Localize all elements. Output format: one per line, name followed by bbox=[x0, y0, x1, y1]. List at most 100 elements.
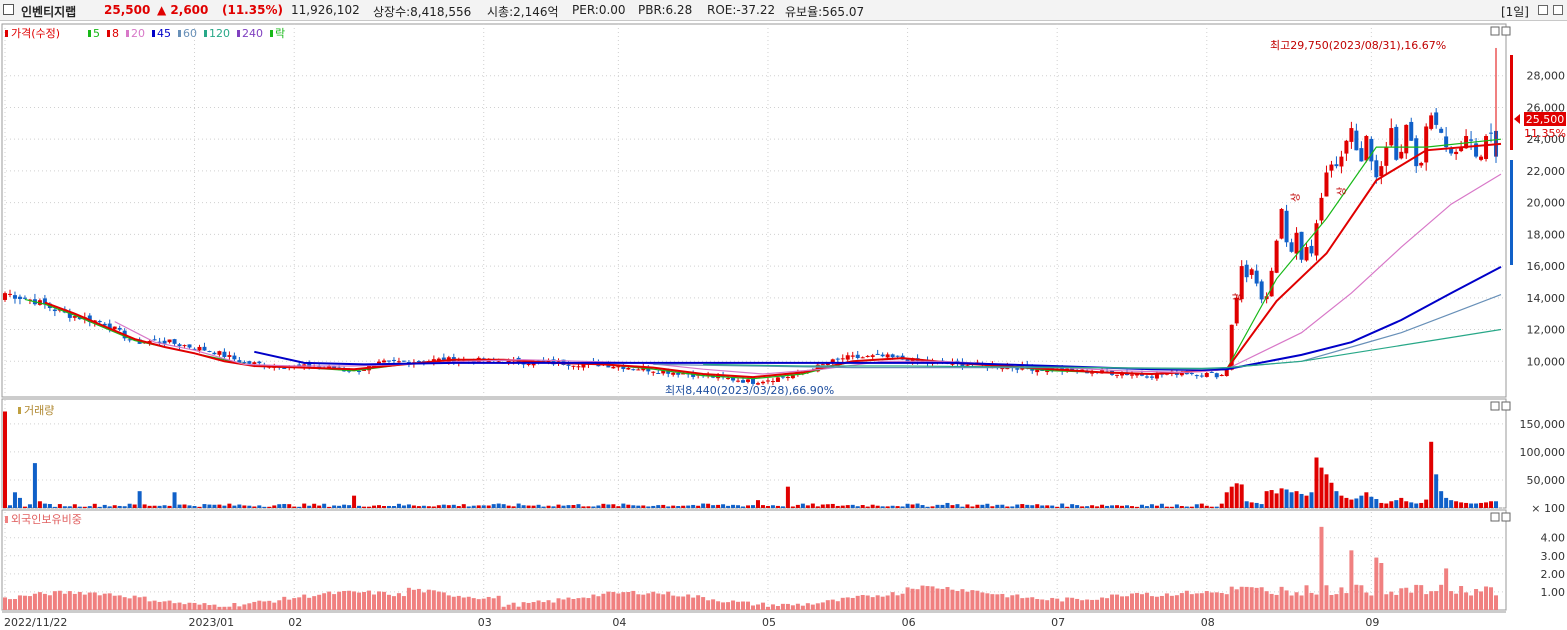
foreign-bar bbox=[42, 593, 47, 610]
foreign-bar bbox=[202, 603, 207, 610]
candle-body bbox=[1289, 242, 1294, 252]
volume-bar bbox=[327, 506, 332, 508]
candle-body bbox=[1479, 156, 1484, 160]
candle-body bbox=[546, 360, 551, 362]
foreign-bar bbox=[322, 593, 327, 610]
volume-bar bbox=[182, 504, 187, 508]
volume-bar bbox=[1110, 505, 1115, 508]
volume-bar bbox=[367, 506, 372, 508]
volume-bar bbox=[1204, 505, 1209, 508]
candle-body bbox=[357, 370, 362, 372]
candle-body bbox=[651, 371, 656, 373]
candle-body bbox=[1459, 147, 1464, 152]
volume-bar bbox=[62, 506, 67, 508]
candle-body bbox=[770, 381, 775, 383]
candle-body bbox=[656, 372, 661, 374]
volume-bar bbox=[396, 503, 401, 508]
foreign-bar bbox=[1374, 557, 1379, 610]
close-icon[interactable] bbox=[1553, 5, 1563, 15]
candle-body bbox=[865, 355, 870, 357]
foreign-bar bbox=[940, 588, 945, 610]
foreign-bar bbox=[1144, 592, 1149, 610]
foreign-bar bbox=[980, 592, 985, 610]
candle-body bbox=[1319, 197, 1324, 221]
foreign-bar bbox=[716, 601, 721, 610]
per-value: PER:0.00 bbox=[572, 3, 626, 17]
candle-body bbox=[1254, 270, 1259, 284]
foreign-bar bbox=[52, 591, 57, 610]
volume-bar bbox=[1394, 500, 1399, 508]
candle-body bbox=[566, 364, 571, 366]
volume-bar bbox=[890, 505, 895, 508]
candle-body bbox=[222, 351, 227, 357]
volume-bar bbox=[860, 505, 865, 508]
candle-body bbox=[825, 363, 830, 366]
volume-bar bbox=[372, 505, 377, 508]
foreign-bar bbox=[1129, 593, 1134, 610]
foreign-bar bbox=[975, 590, 980, 610]
volume-bar bbox=[187, 505, 192, 508]
volume-bar bbox=[701, 503, 706, 508]
candle-body bbox=[1149, 376, 1154, 378]
high-annotation: 최고29,750(2023/08/31),16.67% bbox=[1270, 39, 1446, 52]
volume-bar bbox=[1464, 502, 1469, 508]
period-selector[interactable]: [1일] bbox=[1500, 5, 1529, 19]
foreign-bar bbox=[760, 602, 765, 610]
candle-body bbox=[890, 354, 895, 358]
legend-volume: 거래량 bbox=[24, 404, 54, 417]
volume-bar bbox=[92, 503, 97, 508]
volume-bar bbox=[850, 504, 855, 508]
foreign-bar bbox=[1139, 594, 1144, 610]
volume-bar bbox=[1055, 506, 1060, 508]
foreign-bar bbox=[571, 599, 576, 610]
volume-bar bbox=[262, 506, 267, 508]
foreign-bar bbox=[431, 590, 436, 610]
candle-body bbox=[860, 357, 865, 359]
panel-close-icon bbox=[1501, 401, 1511, 411]
maximize-icon[interactable] bbox=[1538, 5, 1548, 15]
volume-bar bbox=[357, 505, 362, 508]
ma-line-60 bbox=[653, 294, 1502, 370]
candle-body bbox=[541, 360, 546, 362]
foreign-bar bbox=[556, 598, 561, 610]
foreign-bar bbox=[1080, 600, 1085, 610]
volume-bar bbox=[646, 506, 651, 508]
candle-body bbox=[616, 366, 621, 368]
volume-bar bbox=[212, 504, 217, 508]
foreign-bar bbox=[347, 590, 352, 610]
candle-body bbox=[147, 340, 152, 343]
foreign-bar bbox=[671, 595, 676, 610]
foreign-bar bbox=[711, 599, 716, 610]
volume-bar bbox=[476, 505, 481, 508]
x-tick-label: 06 bbox=[902, 616, 916, 629]
candle-body bbox=[282, 368, 287, 370]
foreign-bar bbox=[1484, 586, 1489, 610]
low-annotation: 최저8,440(2023/03/28),66.90% bbox=[665, 384, 834, 397]
foreign-bar bbox=[476, 599, 481, 610]
volume-bar bbox=[162, 505, 167, 508]
candle-body bbox=[1414, 138, 1419, 167]
volume-bar bbox=[137, 491, 142, 508]
volume-bar bbox=[965, 504, 970, 508]
foreign-bar bbox=[1369, 595, 1374, 610]
select-checkbox[interactable] bbox=[3, 4, 14, 15]
volume-bar bbox=[561, 505, 566, 508]
volume-bar bbox=[77, 506, 82, 508]
candle-body bbox=[377, 361, 381, 364]
foreign-bar bbox=[1134, 592, 1139, 610]
volume-bar bbox=[377, 505, 381, 508]
volume-bar bbox=[511, 506, 516, 508]
volume-bar bbox=[1449, 500, 1454, 508]
volume-bar bbox=[1284, 489, 1289, 508]
panel-close-icon bbox=[1501, 512, 1511, 522]
volume-bar bbox=[1105, 505, 1110, 508]
candle-body bbox=[1364, 136, 1369, 161]
foreign-bar bbox=[421, 592, 426, 610]
foreign-bar bbox=[641, 594, 646, 610]
volume-bar bbox=[661, 504, 666, 508]
foreign-bar bbox=[825, 600, 830, 610]
volume-bar bbox=[1489, 501, 1494, 508]
candle-body bbox=[87, 315, 92, 323]
volume-bar bbox=[1164, 506, 1169, 508]
foreign-bar bbox=[890, 592, 895, 610]
